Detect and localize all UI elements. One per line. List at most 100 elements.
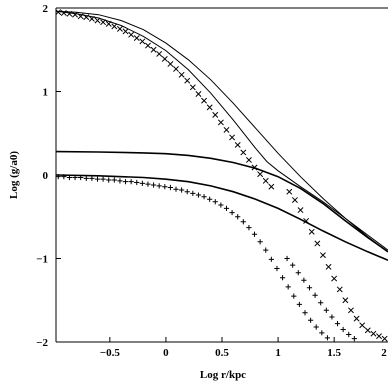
data-point [145, 181, 151, 187]
data-point [351, 336, 357, 342]
data-point [72, 174, 78, 181]
data-point [105, 20, 112, 27]
data-point [156, 183, 162, 189]
data-point [229, 209, 235, 216]
data-point [111, 23, 118, 30]
data-point [150, 182, 157, 188]
data-point [66, 10, 73, 17]
y-tick-label: 1 [43, 87, 49, 99]
data-point [206, 104, 213, 111]
data-point [173, 66, 179, 72]
data-point [286, 188, 293, 195]
data-point [117, 178, 123, 184]
ticks-layer: −0.5 0 0.5 1 1.5 2 2 1 0 −1 −2 [36, 3, 387, 359]
data-point [195, 192, 202, 198]
data-point [184, 189, 190, 195]
data-point [189, 84, 196, 91]
data-point [178, 71, 185, 78]
data-point [212, 111, 219, 118]
data-point [313, 324, 319, 330]
series-markers-6 [55, 174, 331, 341]
data-point [284, 255, 290, 262]
y-tick-label: −1 [36, 254, 48, 266]
data-point [167, 60, 174, 67]
data-point [173, 186, 179, 192]
data-point [364, 327, 371, 334]
series-markers-5 [55, 9, 388, 342]
data-point [179, 187, 185, 193]
data-point [89, 175, 95, 181]
data-point [88, 15, 95, 22]
data-point [201, 97, 208, 104]
x-tick-label: 1.5 [327, 347, 341, 359]
data-point [240, 149, 247, 156]
data-point [55, 9, 62, 16]
data-point [246, 225, 252, 231]
series-line-1 [55, 10, 388, 253]
data-point [290, 262, 296, 268]
data-point [296, 301, 302, 308]
data-point [353, 315, 360, 322]
data-point [340, 326, 346, 333]
data-point [190, 190, 196, 196]
data-point [184, 77, 191, 84]
data-point [218, 202, 224, 208]
data-point [150, 46, 157, 53]
y-tick-label: 2 [43, 3, 49, 15]
data-point [240, 219, 246, 225]
data-point [201, 194, 207, 200]
data-point [156, 50, 163, 57]
data-point [359, 322, 366, 329]
data-point [61, 174, 67, 180]
data-point [308, 317, 314, 323]
data-point [318, 300, 324, 306]
data-point [145, 42, 151, 49]
data-point [308, 228, 315, 235]
data-point [348, 307, 354, 314]
data-point [323, 307, 329, 313]
data-point [346, 331, 352, 338]
data-point [376, 333, 382, 340]
data-point [167, 184, 174, 191]
data-point [251, 231, 258, 237]
x-tick-label: 1 [275, 347, 281, 359]
data-point [229, 134, 236, 141]
x-tick-label: −0.5 [100, 347, 121, 359]
data-point [116, 25, 123, 32]
data-point [342, 297, 349, 304]
y-tick-label: 0 [43, 170, 49, 182]
data-point [291, 197, 298, 204]
data-point [122, 179, 129, 185]
data-point [134, 179, 140, 186]
series-markers-7 [284, 255, 357, 342]
series-line-3 [55, 174, 388, 261]
y-axis-title: Log (g/a0) [8, 151, 20, 199]
data-point [100, 176, 106, 182]
data-point [66, 174, 73, 181]
series-line-4 [55, 10, 388, 251]
data-point [106, 177, 112, 183]
data-point [319, 330, 325, 336]
data-point [257, 171, 264, 178]
data-point [268, 256, 274, 262]
data-point [331, 275, 338, 282]
plot-frame [55, 7, 388, 343]
data-point [285, 284, 291, 290]
data-point [77, 13, 84, 20]
data-point [325, 263, 332, 270]
data-point [162, 184, 168, 190]
data-point [128, 179, 134, 185]
data-point [370, 330, 377, 337]
x-tick-label: 0 [163, 347, 169, 359]
data-point [94, 176, 101, 182]
data-point [212, 199, 218, 205]
data-point [122, 28, 129, 35]
series-layer [55, 9, 388, 342]
data-point [245, 157, 252, 163]
data-point [223, 205, 230, 211]
data-point [207, 196, 213, 202]
data-point [72, 11, 79, 18]
data-point [263, 247, 269, 253]
data-point [381, 335, 388, 342]
data-point [133, 35, 140, 42]
